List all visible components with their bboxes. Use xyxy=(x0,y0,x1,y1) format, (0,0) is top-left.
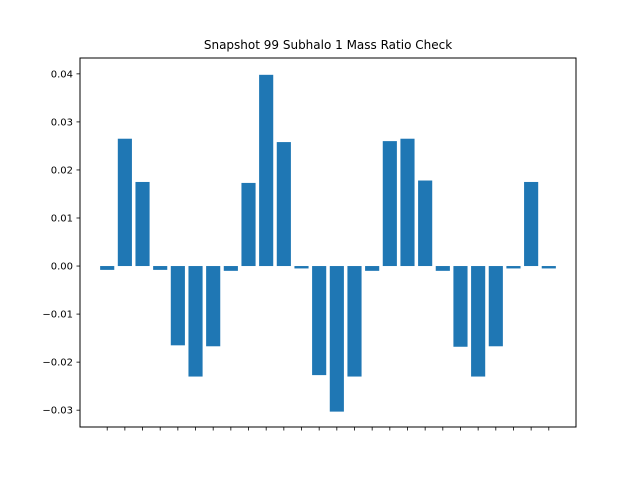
bar-7 xyxy=(223,266,238,271)
bar-3 xyxy=(153,266,168,270)
y-tick-label: −0.01 xyxy=(42,310,73,321)
bar-4 xyxy=(170,266,185,346)
x-axis xyxy=(106,427,550,431)
bar-2 xyxy=(135,181,150,267)
bar-11 xyxy=(294,266,309,269)
bar-22 xyxy=(488,266,503,347)
bar-12 xyxy=(312,266,327,376)
bar-6 xyxy=(206,266,221,347)
bar-1 xyxy=(117,138,132,267)
bar-13 xyxy=(329,266,344,412)
plot-frame xyxy=(79,57,577,428)
bar-5 xyxy=(188,266,203,377)
y-tick-label: 0.04 xyxy=(51,69,73,80)
y-tick-label: −0.02 xyxy=(42,358,73,369)
bar-18 xyxy=(418,180,433,267)
bar-9 xyxy=(259,74,274,267)
chart-title: Snapshot 99 Subhalo 1 Mass Ratio Check xyxy=(204,38,452,52)
bar-17 xyxy=(400,138,415,267)
bars-group xyxy=(100,74,556,412)
y-tick-label: 0.01 xyxy=(51,213,73,224)
bar-0 xyxy=(100,266,115,270)
bar-10 xyxy=(276,142,291,267)
bar-16 xyxy=(382,141,397,267)
bar-25 xyxy=(541,266,556,269)
bar-19 xyxy=(435,266,450,271)
y-tick-label: −0.03 xyxy=(42,406,73,417)
bar-15 xyxy=(365,266,380,271)
y-tick-label: 0.03 xyxy=(51,117,73,128)
bar-14 xyxy=(347,266,362,377)
bar-21 xyxy=(471,266,486,377)
y-tick-label: 0.00 xyxy=(51,262,73,273)
bar-24 xyxy=(524,181,539,267)
y-tick-label: 0.02 xyxy=(51,165,73,176)
y-axis: −0.03 −0.02 −0.01 0.00 0.01 0.02 0.03 0.04 xyxy=(42,69,80,417)
bar-8 xyxy=(241,182,256,267)
bar-23 xyxy=(506,266,521,269)
bar-20 xyxy=(453,266,468,347)
